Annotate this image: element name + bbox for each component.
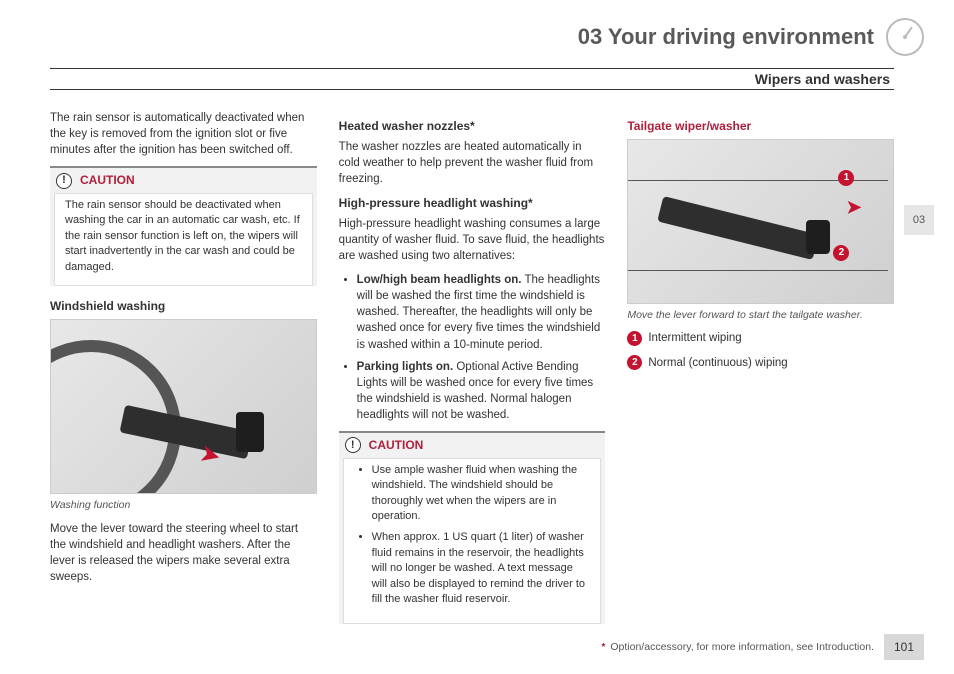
legend-continuous: 2 Normal (continuous) wiping <box>627 355 894 371</box>
figure-tailgate-lever: 1 2 ➤ <box>627 139 894 304</box>
caution-header: ! CAUTION <box>50 168 317 191</box>
section-header: Wipers and washers <box>50 68 894 90</box>
column-middle: Heated washer nozzles* The washer nozzle… <box>339 110 606 636</box>
heading-windshield-washing: Windshield washing <box>50 298 317 315</box>
legend-number-2: 2 <box>627 355 642 370</box>
caution-box-washer-fluid: ! CAUTION Use ample washer fluid when wa… <box>339 431 606 624</box>
legend-text-1: Intermittent wiping <box>648 330 741 346</box>
figure-caption-1: Washing function <box>50 498 317 513</box>
windshield-paragraph: Move the lever toward the steering wheel… <box>50 521 317 585</box>
bullet-low-high-beam: Low/high beam headlights on. The headlig… <box>357 272 606 352</box>
section-title: Wipers and washers <box>755 71 890 87</box>
caution-icon: ! <box>56 173 72 189</box>
caution-label: CAUTION <box>80 172 135 189</box>
high-pressure-paragraph: High-pressure headlight washing consumes… <box>339 216 606 264</box>
footnote: * Option/accessory, for more information… <box>601 641 874 653</box>
figure-marker-2: 2 <box>833 245 849 261</box>
bullet-parking-lights: Parking lights on. Optional Active Bendi… <box>357 359 606 423</box>
caution-icon-2: ! <box>345 437 361 453</box>
heated-nozzles-paragraph: The washer nozzles are heated automatica… <box>339 139 606 187</box>
caution-body: The rain sensor should be deactivated wh… <box>54 193 313 286</box>
page-header: 03 Your driving environment <box>0 18 954 56</box>
figure-caption-2: Move the lever forward to start the tail… <box>627 308 894 323</box>
gauge-icon <box>886 18 924 56</box>
figure-marker-1: 1 <box>838 170 854 186</box>
heading-heated-nozzles: Heated washer nozzles* <box>339 118 606 135</box>
side-chapter-tab: 03 <box>904 205 934 235</box>
intro-paragraph: The rain sensor is automatically deactiv… <box>50 110 317 158</box>
caution-bullet-2: When approx. 1 US quart (1 liter) of was… <box>372 530 591 607</box>
caution-box-rain-sensor: ! CAUTION The rain sensor should be deac… <box>50 166 317 286</box>
column-right: Tailgate wiper/washer 1 2 ➤ Move the lev… <box>627 110 894 636</box>
footnote-text: Option/accessory, for more information, … <box>607 641 874 653</box>
column-left: The rain sensor is automatically deactiv… <box>50 110 317 636</box>
high-pressure-bullets: Low/high beam headlights on. The headlig… <box>339 272 606 423</box>
arrow-icon-2: ➤ <box>846 195 861 220</box>
caution-header-2: ! CAUTION <box>339 433 606 456</box>
heading-tailgate-wiper: Tailgate wiper/washer <box>627 118 894 135</box>
legend-text-2: Normal (continuous) wiping <box>648 355 787 371</box>
page-footer: * Option/accessory, for more information… <box>601 634 924 660</box>
bullet-bold-2: Parking lights on. <box>357 361 453 373</box>
legend-intermittent: 1 Intermittent wiping <box>627 330 894 346</box>
legend-number-1: 1 <box>627 331 642 346</box>
caution-bullet-1: Use ample washer fluid when washing the … <box>372 463 591 525</box>
page-number: 101 <box>884 634 924 660</box>
chapter-title: 03 Your driving environment <box>578 24 874 50</box>
caution-body-2: Use ample washer fluid when washing the … <box>343 458 602 625</box>
content-columns: The rain sensor is automatically deactiv… <box>50 110 894 636</box>
figure-washing-function: ➤ <box>50 319 317 494</box>
caution-label-2: CAUTION <box>369 437 424 454</box>
bullet-bold-1: Low/high beam headlights on. <box>357 274 522 286</box>
heading-high-pressure: High-pressure headlight washing* <box>339 195 606 212</box>
footnote-asterisk: * <box>601 641 605 653</box>
